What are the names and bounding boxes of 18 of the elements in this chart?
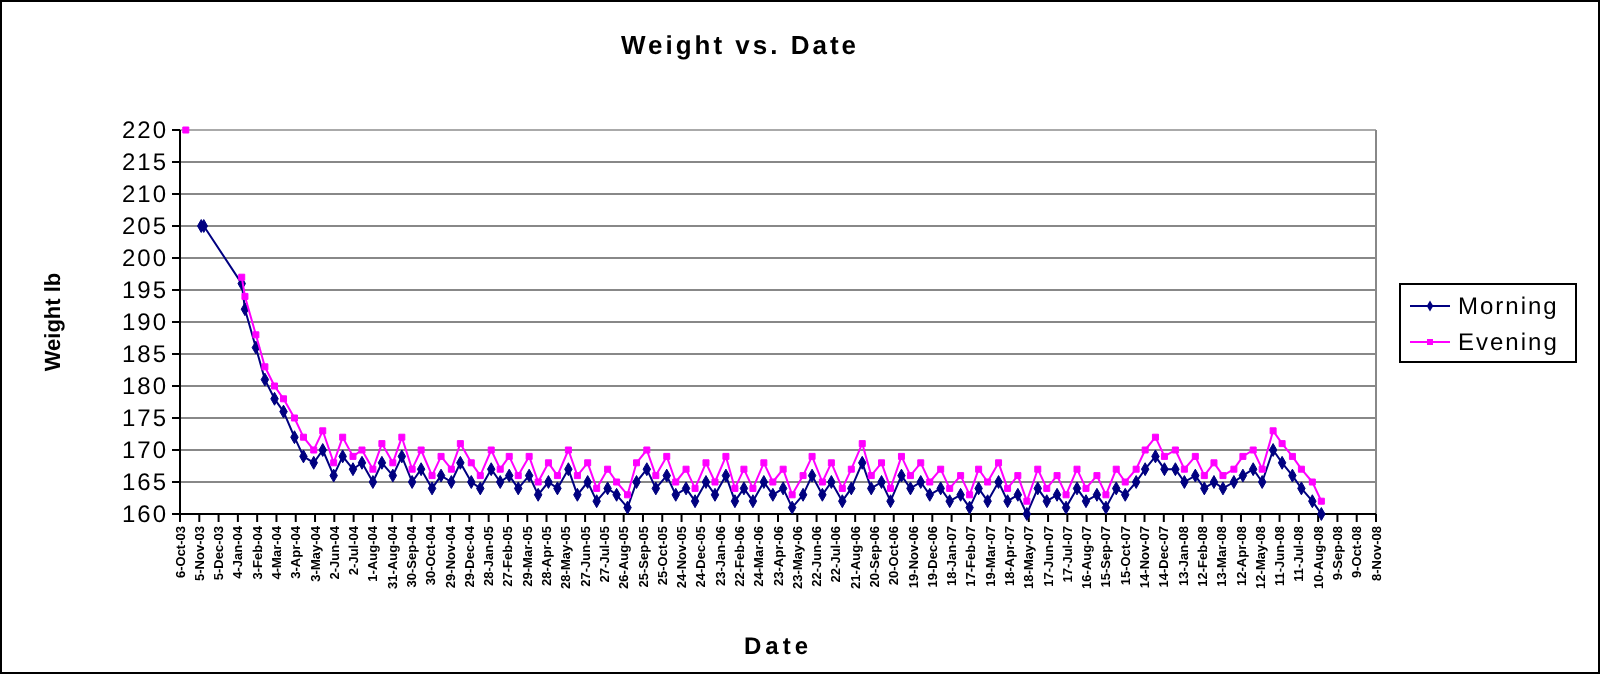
- y-tick-label: 165: [121, 468, 168, 497]
- x-axis-title: Date: [743, 632, 813, 660]
- y-tick-label: 170: [121, 436, 168, 465]
- legend-label: Evening: [1458, 328, 1559, 357]
- y-tick-label: 195: [121, 276, 168, 305]
- y-tick-label: 215: [121, 148, 168, 177]
- chart-title: Weight vs. Date: [620, 30, 860, 60]
- y-tick-label: 185: [121, 340, 168, 369]
- y-tick-label: 205: [121, 212, 168, 241]
- y-tick-label: 210: [121, 180, 168, 209]
- y-tick-label: 200: [121, 244, 168, 273]
- y-tick-label: 175: [121, 404, 168, 433]
- y-tick-label: 160: [121, 500, 168, 529]
- y-tick-label: 180: [121, 372, 168, 401]
- y-axis-title: Weight lb: [42, 272, 66, 372]
- legend-label: Morning: [1458, 292, 1559, 321]
- y-tick-label: 190: [121, 308, 168, 337]
- y-tick-label: 220: [121, 116, 168, 145]
